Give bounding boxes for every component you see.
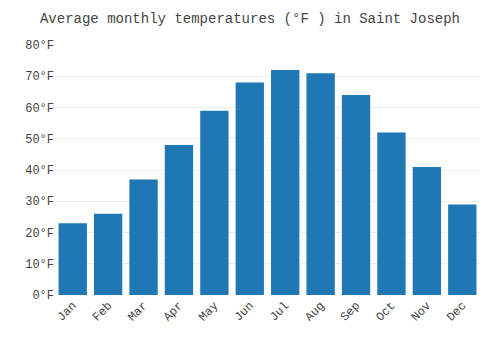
svg-text:Jan: Jan	[55, 299, 80, 324]
svg-text:60°F: 60°F	[25, 102, 54, 116]
svg-text:70°F: 70°F	[25, 70, 54, 84]
svg-text:Mar: Mar	[125, 299, 150, 324]
svg-text:50°F: 50°F	[25, 133, 54, 147]
svg-text:0°F: 0°F	[32, 289, 54, 303]
svg-text:Oct: Oct	[373, 299, 398, 324]
svg-text:40°F: 40°F	[25, 164, 54, 178]
svg-text:Feb: Feb	[90, 299, 115, 324]
svg-text:30°F: 30°F	[25, 195, 54, 209]
svg-text:Apr: Apr	[161, 299, 186, 324]
svg-text:Sep: Sep	[338, 299, 363, 324]
svg-text:May: May	[196, 299, 221, 324]
svg-text:Jun: Jun	[232, 299, 257, 324]
svg-text:Jul: Jul	[267, 299, 292, 324]
svg-text:20°F: 20°F	[25, 227, 54, 241]
svg-text:Nov: Nov	[409, 299, 434, 324]
svg-text:Aug: Aug	[303, 299, 328, 324]
svg-text:80°F: 80°F	[25, 39, 54, 53]
svg-text:Average monthly temperatures (: Average monthly temperatures (°F ) in Sa…	[40, 11, 460, 27]
svg-text:Dec: Dec	[444, 299, 469, 324]
svg-text:10°F: 10°F	[25, 258, 54, 272]
